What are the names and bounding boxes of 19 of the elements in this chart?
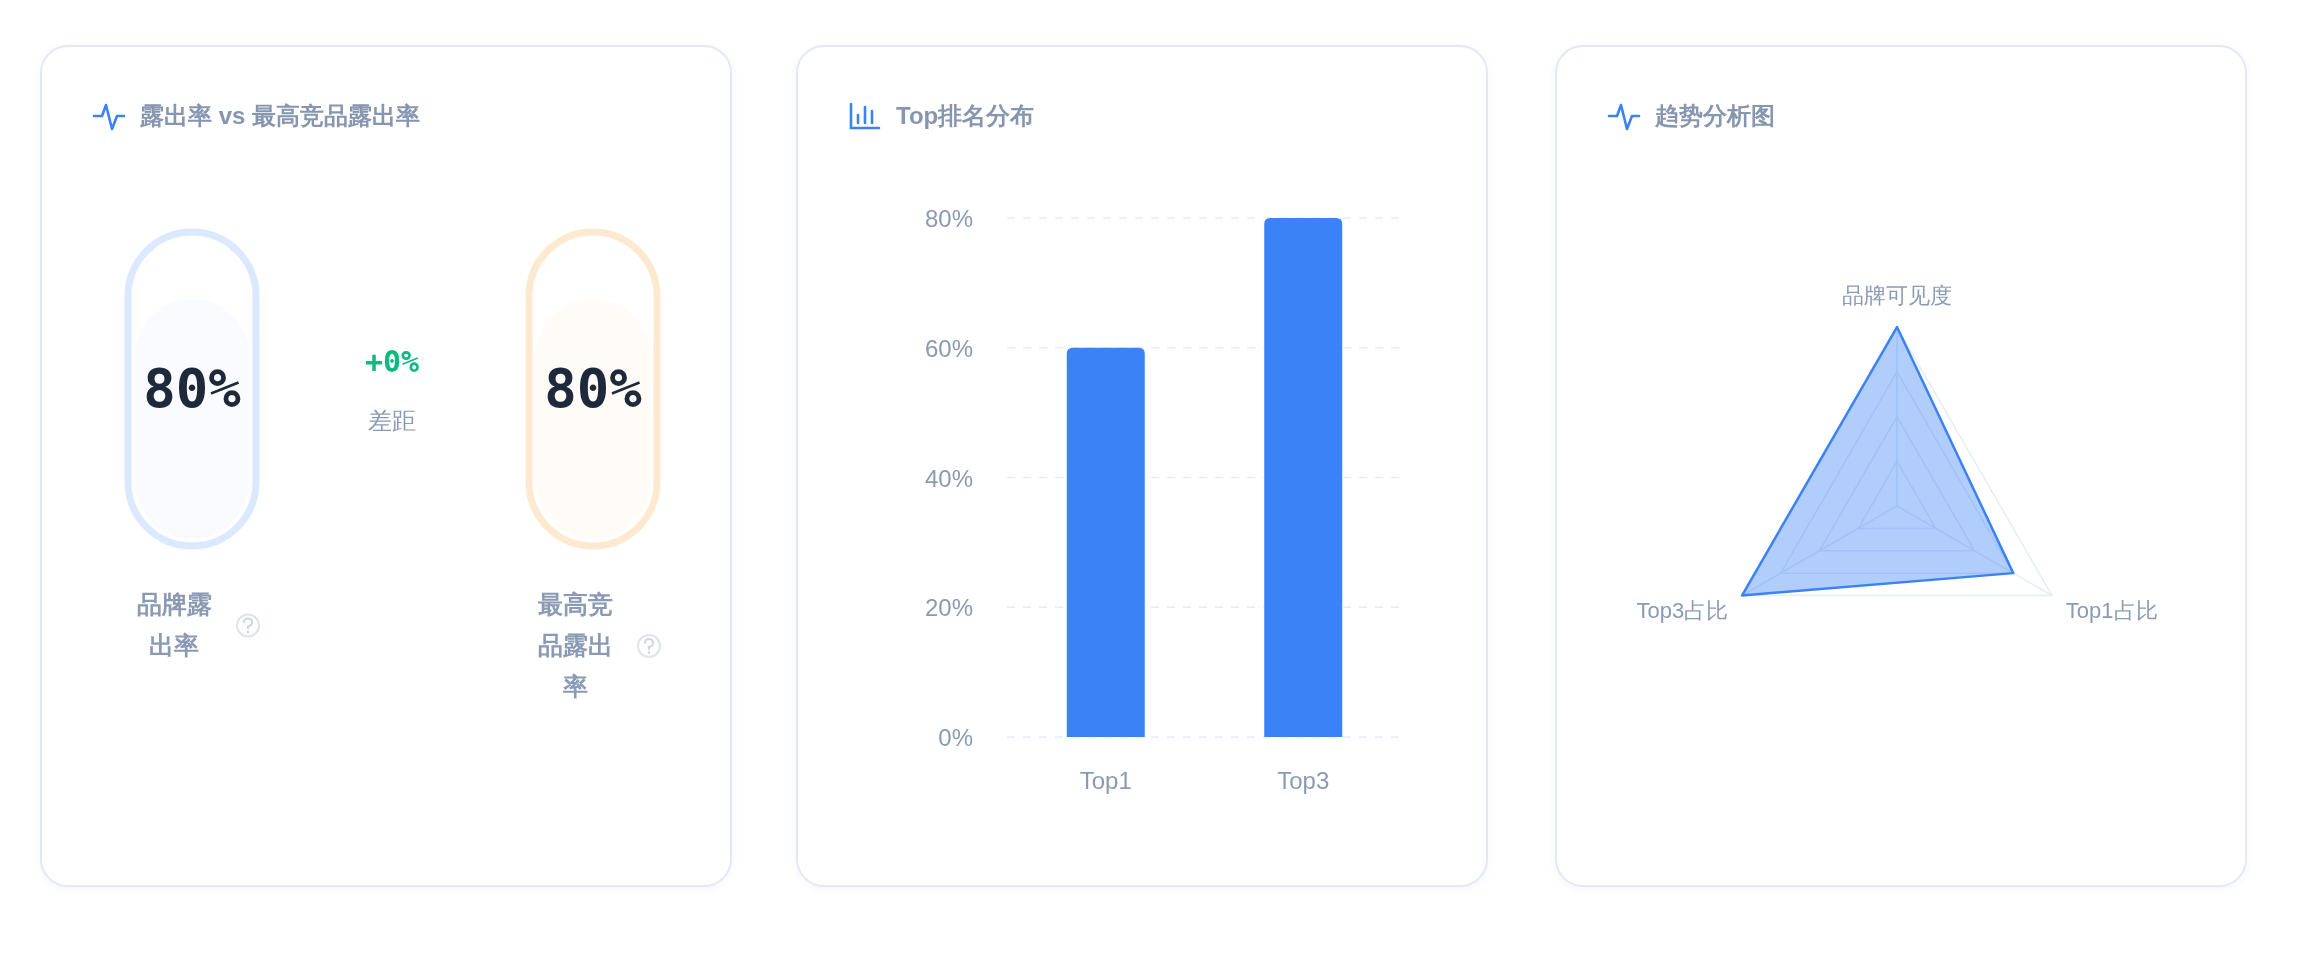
chart-title: 趋势分析图	[1654, 102, 1775, 129]
x-tick-label: Top1	[1079, 767, 1132, 794]
category-label: 最高竞品露出率	[536, 590, 613, 700]
spoke-label: 品牌可见度	[1842, 283, 1952, 308]
spoke-label: Top3占比	[1636, 597, 1729, 623]
text: 露出率 vs 最高竞品露出率	[139, 102, 421, 129]
y-tick-label: 20%	[924, 594, 973, 622]
y-tick-label: 60%	[924, 334, 973, 362]
data-label: 80%	[143, 357, 242, 420]
chart-title: Top排名分布	[896, 102, 1035, 129]
text: +0%	[364, 344, 420, 379]
spoke-label: Top1占比	[2065, 597, 2158, 623]
x-tick-label: Top3	[1277, 767, 1330, 794]
text: 差距	[368, 407, 416, 434]
data-label: 80%	[544, 357, 643, 420]
category-label: 品牌露出率	[136, 590, 212, 659]
y-tick-label: 0%	[938, 724, 973, 751]
y-tick-label: 80%	[924, 205, 973, 232]
y-tick-label: 40%	[924, 464, 973, 492]
